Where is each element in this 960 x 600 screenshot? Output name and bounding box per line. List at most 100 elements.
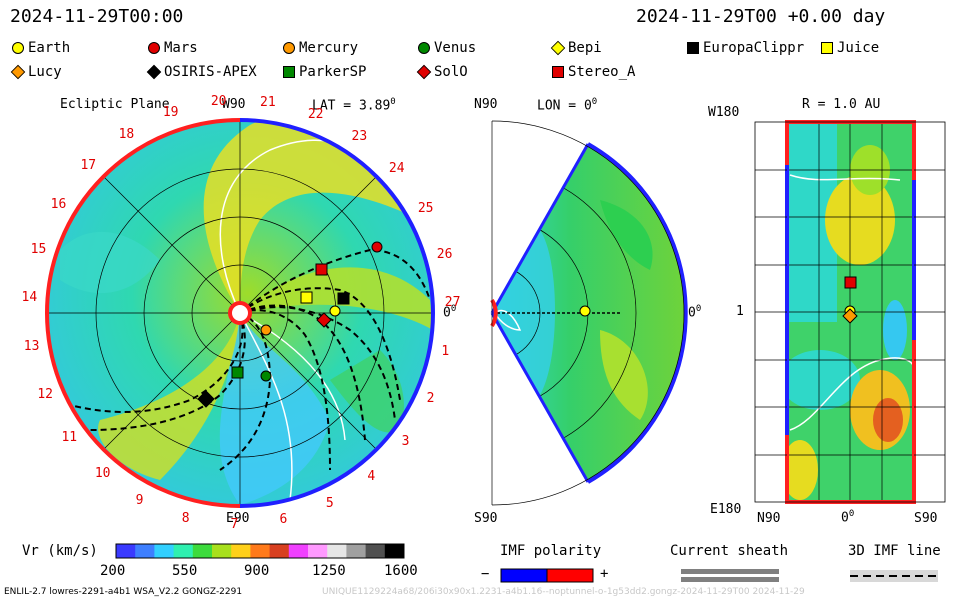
legend-venus: Venus xyxy=(418,40,476,56)
carrington-label: 10 xyxy=(94,465,111,481)
earth-marker-icon xyxy=(12,42,24,54)
mars-marker-icon xyxy=(148,42,160,54)
map-top-left-label: W180 xyxy=(708,105,740,120)
map-left-mid-label: 1 xyxy=(736,304,744,319)
ecliptic-lat-label: LAT = 3.890 xyxy=(312,97,396,114)
carrington-label: 13 xyxy=(23,339,40,355)
colorbar-swatch xyxy=(231,544,251,558)
carrington-label: 23 xyxy=(351,129,368,145)
imf-line-title: 3D IMF line xyxy=(848,543,941,559)
legend-bepi: Bepi xyxy=(550,40,602,56)
colorbar-tick-900: 900 xyxy=(244,563,270,579)
carrington-label: 1 xyxy=(441,344,450,360)
carrington-label: 25 xyxy=(417,201,434,217)
ecliptic-top-label: W90 xyxy=(222,97,246,112)
legend-parkersp: ParkerSP xyxy=(283,64,366,80)
imf-polarity-minus: − xyxy=(481,566,490,582)
carrington-label: 12 xyxy=(37,386,54,402)
carrington-label: 21 xyxy=(260,94,276,110)
legend-europaclipper: EuropaClippr xyxy=(687,40,804,56)
carrington-label: 16 xyxy=(50,196,67,212)
solo-marker xyxy=(316,312,332,328)
ecliptic-bottom-label: E90 xyxy=(226,511,250,526)
carrington-label: 9 xyxy=(135,493,144,509)
meridional-right-label: 00 xyxy=(688,304,702,321)
meridional-bottom-label: S90 xyxy=(474,511,498,526)
carrington-label: 27 xyxy=(444,295,461,311)
carrington-label: 11 xyxy=(61,429,78,445)
meridional-plane xyxy=(490,120,688,506)
meridional-top-label: N90 xyxy=(474,97,498,112)
colorbar-swatch xyxy=(250,544,271,558)
legend-mars: Mars xyxy=(148,40,198,56)
stereo-a-marker-icon xyxy=(552,66,564,78)
map-lucy-marker xyxy=(842,308,858,324)
carrington-label: 8 xyxy=(181,510,190,526)
colorbar-tick-550: 550 xyxy=(172,563,198,579)
carrington-label: 24 xyxy=(388,161,405,177)
colorbar-swatch xyxy=(173,544,194,558)
map-x-label-s90: S90 xyxy=(914,511,938,526)
colorbar-swatch xyxy=(288,544,309,558)
carrington-label: 14 xyxy=(21,290,38,306)
footer-left: ENLIL-2.7 lowres-2291-a4b1 WSA_V2.2 GONG… xyxy=(4,587,243,597)
sun-icon xyxy=(228,301,252,325)
europaclipper-marker-icon xyxy=(687,42,699,54)
ecliptic-spacecraft-markers xyxy=(197,241,383,408)
ecliptic-plane-disk xyxy=(45,118,435,508)
carrington-label: 17 xyxy=(80,157,97,173)
map-bottom-left-label: E180 xyxy=(710,502,742,517)
imf-line-swatch xyxy=(850,570,938,582)
europaclipper-marker xyxy=(337,292,350,305)
colorbar-swatch xyxy=(192,544,213,558)
lat-lon-map xyxy=(754,120,946,504)
legend-earth: Earth xyxy=(12,40,70,56)
footer-right: UNIQUE1129224a68/206i30x90x1.2231-a4b1.1… xyxy=(322,587,805,597)
legend-mercury: Mercury xyxy=(283,40,358,56)
current-sheath-title: Current sheath xyxy=(670,543,789,559)
legend-osiris-apex: OSIRIS-APEX xyxy=(146,64,257,80)
legend-juice: Juice xyxy=(821,40,879,56)
carrington-label: 2 xyxy=(426,391,435,407)
juice-marker-icon xyxy=(821,42,833,54)
map-x-label-n90: N90 xyxy=(757,511,781,526)
imf-polarity-plus: + xyxy=(600,566,609,582)
osiris-apex-marker xyxy=(197,390,215,408)
current-sheath-swatch xyxy=(681,569,779,582)
colorbar-tick-1250: 1250 xyxy=(312,563,346,579)
colorbar-title: Vr (km/s) xyxy=(22,543,98,559)
imf-polarity-title: IMF polarity xyxy=(500,543,602,559)
carrington-label: 6 xyxy=(279,511,288,527)
stereo-a-marker xyxy=(315,263,328,276)
colorbar-swatch xyxy=(116,544,136,558)
carrington-label: 22 xyxy=(307,106,324,122)
venus-marker xyxy=(260,370,272,382)
ecliptic-right-label: 00 xyxy=(443,304,457,321)
venus-marker-icon xyxy=(418,42,430,54)
carrington-label: 15 xyxy=(30,241,47,257)
juice-marker xyxy=(300,291,313,304)
colorbar-tick-1600: 1600 xyxy=(384,563,418,579)
colorbar-swatch xyxy=(365,544,386,558)
map-x-label-0: 00 xyxy=(841,509,855,526)
colorbar-swatch xyxy=(308,544,328,558)
carrington-label: 5 xyxy=(325,495,334,511)
carrington-label: 18 xyxy=(118,126,135,142)
datetime-right: 2024-11-29T00 +0.00 day xyxy=(636,6,886,27)
earth-marker xyxy=(329,305,341,317)
vr-colorbar xyxy=(115,543,405,559)
legend-stereo-a: Stereo_A xyxy=(552,64,635,80)
colorbar-swatch xyxy=(346,544,367,558)
parkersp-marker-icon xyxy=(283,66,295,78)
mercury-marker xyxy=(260,324,272,336)
meridional-lon-label: LON = 00 xyxy=(537,97,598,114)
colorbar-swatch xyxy=(384,544,405,558)
meridional-earth-marker xyxy=(579,305,591,317)
datetime-left: 2024-11-29T00:00 xyxy=(10,6,184,27)
mars-marker xyxy=(371,241,383,253)
colorbar-swatch xyxy=(135,544,155,558)
legend-lucy: Lucy xyxy=(10,64,62,80)
imf-polarity-bar xyxy=(500,568,594,583)
map-stereo-a-marker xyxy=(844,276,857,289)
